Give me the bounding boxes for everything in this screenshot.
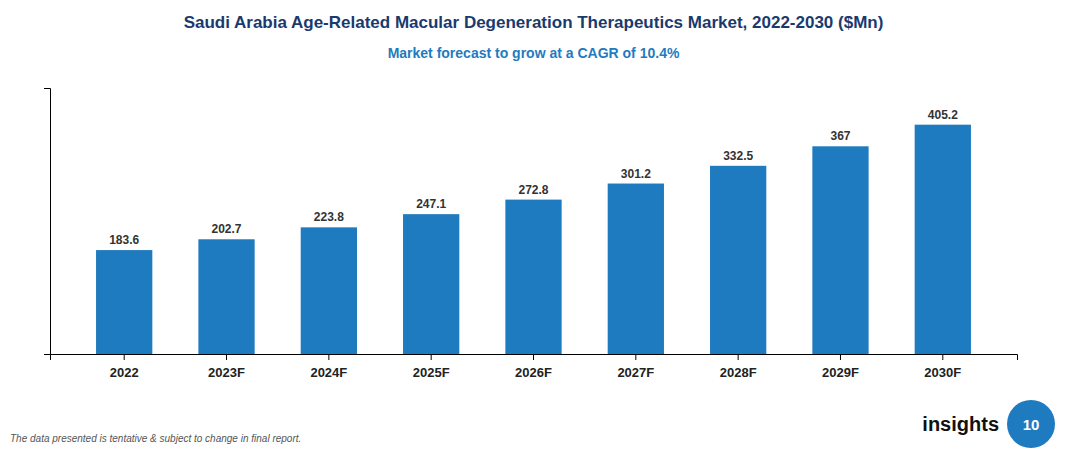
bar — [812, 146, 868, 354]
data-label: 405.2 — [928, 108, 958, 122]
x-tick-label: 2030F — [924, 365, 961, 380]
logo-badge: 10 — [1023, 416, 1040, 433]
data-label: 202.7 — [212, 222, 242, 236]
x-tick-label: 2023F — [208, 365, 245, 380]
data-label: 301.2 — [621, 167, 651, 181]
logo-circle — [1007, 400, 1055, 448]
data-label: 247.1 — [416, 197, 446, 211]
x-tick-label: 2028F — [720, 365, 757, 380]
x-tick: 2030F — [924, 354, 961, 380]
x-tick-mark — [328, 354, 329, 360]
x-tick-mark — [226, 354, 227, 360]
x-tick-label: 2029F — [822, 365, 859, 380]
data-label: 183.6 — [109, 233, 139, 247]
footnote: The data presented is tentative & subjec… — [10, 433, 301, 444]
chart: Saudi Arabia Age-Related Macular Degener… — [0, 0, 1067, 454]
x-tick-label: 2025F — [413, 365, 450, 380]
y-axis — [44, 89, 51, 355]
x-axis: 2022 2023F 2024F 2025F 2026F 2027F 2028F 2029F 2… — [51, 354, 1018, 380]
x-tick-mark — [738, 354, 739, 360]
x-tick: 2027F — [617, 354, 654, 380]
x-axis-line — [51, 355, 1018, 361]
x-tick: 2028F — [720, 354, 757, 380]
title: Saudi Arabia Age-Related Macular Degener… — [184, 13, 884, 32]
bar — [301, 227, 357, 354]
y-axis-line — [44, 89, 51, 355]
x-tick-label: 2024F — [310, 365, 347, 380]
data-label: 272.8 — [518, 183, 548, 197]
data-label: 332.5 — [723, 149, 753, 163]
x-tick: 2022 — [110, 354, 139, 380]
x-tick: 2029F — [822, 354, 859, 380]
subtitle: Market forecast to grow at a CAGR of 10.… — [388, 45, 680, 61]
x-tick-label: 2026F — [515, 365, 552, 380]
bar — [915, 125, 971, 354]
x-tick-mark — [431, 354, 432, 360]
bars — [96, 125, 971, 354]
x-tick: 2024F — [310, 354, 347, 380]
logo-text: insights — [922, 413, 999, 435]
bar — [505, 200, 561, 354]
bar — [198, 239, 254, 354]
x-tick: 2026F — [515, 354, 552, 380]
data-label: 367 — [830, 129, 850, 143]
data-label: 223.8 — [314, 210, 344, 224]
x-tick-label: 2027F — [617, 365, 654, 380]
x-tick: 2023F — [208, 354, 245, 380]
x-tick-mark — [124, 354, 125, 360]
bar — [710, 166, 766, 354]
x-tick-mark — [635, 354, 636, 360]
bar — [96, 250, 152, 354]
plot-area: 183.6 202.7 223.8 247.1 272.8 301.2 332.5 367 40… — [44, 89, 1018, 381]
x-tick-mark — [533, 354, 534, 360]
x-tick-mark — [840, 354, 841, 360]
bar — [403, 214, 459, 354]
x-tick: 2025F — [413, 354, 450, 380]
x-tick-label: 2022 — [110, 365, 139, 380]
x-tick-mark — [942, 354, 943, 360]
bar — [608, 184, 664, 354]
data-labels: 183.6 202.7 223.8 247.1 272.8 301.2 332.5 367 40… — [109, 108, 958, 247]
